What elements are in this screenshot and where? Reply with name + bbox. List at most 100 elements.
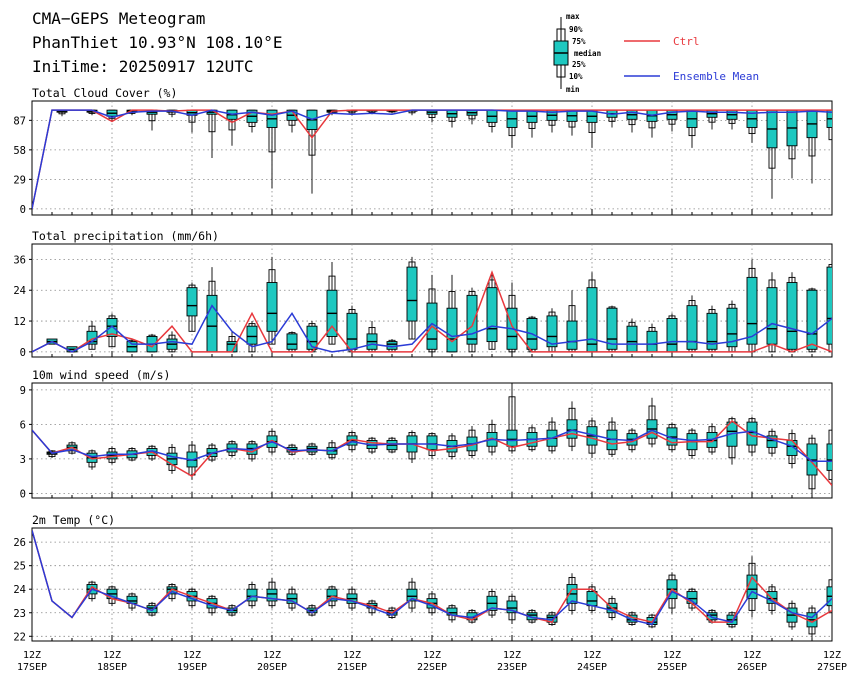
box-25-75	[566, 419, 578, 439]
box-25-75	[466, 294, 478, 345]
x-tick-date: 19SEP	[177, 662, 207, 673]
panel-frame	[31, 527, 833, 642]
box-25-75	[426, 435, 438, 451]
box-25-75	[706, 612, 718, 621]
box-25-75	[486, 287, 498, 343]
panel-2: 10m wind speed (m/s) 0 3 6 9	[20, 368, 833, 500]
x-tick-date: 21SEP	[337, 662, 367, 673]
box-25-75	[606, 307, 618, 350]
ctrl-line	[32, 419, 832, 486]
y-tick-label: 29	[13, 174, 26, 186]
ensemble-mean-line	[32, 109, 832, 210]
box-25-75	[206, 294, 218, 353]
box-25-75	[246, 325, 258, 345]
y-tick-label: 0	[20, 488, 26, 500]
panel-data	[32, 530, 832, 639]
y-tick-label: 6	[20, 419, 26, 431]
box-25-75	[666, 318, 678, 353]
box-25-75	[266, 588, 278, 602]
y-tick-label: 58	[13, 145, 26, 157]
box-25-75	[766, 591, 778, 604]
x-tick-hour: 12Z	[743, 650, 761, 661]
y-tick-label: 12	[13, 316, 26, 328]
y-tick-label: 24	[13, 285, 26, 297]
ensemble-mean-line	[32, 304, 832, 353]
x-tick-hour: 12Z	[423, 650, 441, 661]
y-tick-label: 3	[20, 454, 26, 466]
location-label: PhanThiet 10.93°N 108.10°E	[32, 33, 282, 52]
box-25-75	[346, 312, 358, 350]
legend-min-label: min	[566, 85, 580, 94]
box-10-90	[508, 396, 516, 452]
x-tick-date: 23SEP	[497, 662, 527, 673]
x-tick-date: 27SEP	[817, 662, 847, 673]
box-25-75	[786, 282, 798, 350]
box-25-75	[586, 591, 598, 607]
x-tick-hour: 12Z	[663, 650, 681, 661]
y-tick-label: 25	[13, 561, 26, 573]
y-tick-label: 23	[13, 608, 26, 620]
box-25-75	[506, 600, 518, 614]
x-tick-hour: 12Z	[343, 650, 361, 661]
x-tick-date: 26SEP	[737, 662, 767, 673]
y-tick-label: 26	[13, 537, 26, 549]
legend-25-label: 25%	[572, 60, 586, 69]
box-25-75	[406, 266, 418, 322]
box-25-75	[246, 588, 258, 602]
box-25-75	[266, 282, 278, 332]
panel-title: 10m wind speed (m/s)	[32, 368, 170, 382]
box-25-75	[706, 312, 718, 350]
ctrl-line	[32, 109, 832, 210]
ensemble-mean-line	[32, 530, 832, 626]
x-tick-hour: 12Z	[23, 650, 41, 661]
panels: Total Cloud Cover (%) 0 29 58 87 Total precip…	[13, 86, 857, 643]
panel-1: Total precipitation (mm/6h) 0 12 24 36	[13, 229, 833, 359]
box-25-75	[826, 443, 832, 471]
legend: max 90% 75% median 25% 10% min Ctrl Ense…	[553, 12, 759, 94]
panel-title: Total precipitation (mm/6h)	[32, 229, 219, 243]
x-tick-hour: 12Z	[103, 650, 121, 661]
box-25-75	[766, 287, 778, 345]
box-10-90	[849, 110, 855, 132]
panel-title: 2m Temp (°C)	[32, 513, 115, 527]
box-25-75	[806, 289, 818, 350]
x-tick-date: 22SEP	[417, 662, 447, 673]
x-tick-hour: 12Z	[183, 650, 201, 661]
panel-title: Total Cloud Cover (%)	[32, 86, 177, 100]
x-tick-date: 24SEP	[577, 662, 607, 673]
y-tick-label: 87	[13, 115, 26, 127]
y-tick-label: 9	[20, 385, 26, 397]
legend-median-label: median	[574, 49, 601, 58]
ctrl-line	[32, 270, 832, 353]
box-25-75	[847, 110, 857, 122]
box-25-75	[326, 588, 338, 602]
x-tick-hour: 12Z	[583, 650, 601, 661]
legend-ctrl-label: Ctrl	[673, 35, 700, 48]
box-25-75	[626, 325, 638, 353]
box-25-75	[286, 333, 298, 350]
box-25-75	[406, 588, 418, 602]
panel-0: Total Cloud Cover (%) 0 29 58 87	[13, 86, 857, 216]
ensemble-mean-line	[32, 429, 832, 462]
legend-90-label: 90%	[569, 25, 583, 34]
box-25-75	[746, 276, 758, 345]
box-25-75	[546, 315, 558, 348]
legend-75-label: 75%	[572, 37, 586, 46]
box-25-75	[566, 320, 578, 350]
panel-data	[32, 109, 857, 210]
panel-data	[32, 256, 832, 353]
ctrl-line	[32, 530, 832, 624]
panel-3: 2m Temp (°C) 22 23 24 25 26	[13, 513, 833, 643]
y-tick-label: 0	[20, 347, 26, 359]
y-tick-label: 36	[13, 254, 26, 266]
y-tick-label: 24	[13, 584, 26, 596]
box-25-75	[106, 318, 118, 337]
box-25-75	[826, 266, 832, 345]
legend-max-label: max	[566, 12, 580, 21]
box-25-75	[686, 305, 698, 350]
box-25-75	[726, 307, 738, 348]
x-tick-hour: 12Z	[823, 650, 841, 661]
x-tick-date: 20SEP	[257, 662, 287, 673]
